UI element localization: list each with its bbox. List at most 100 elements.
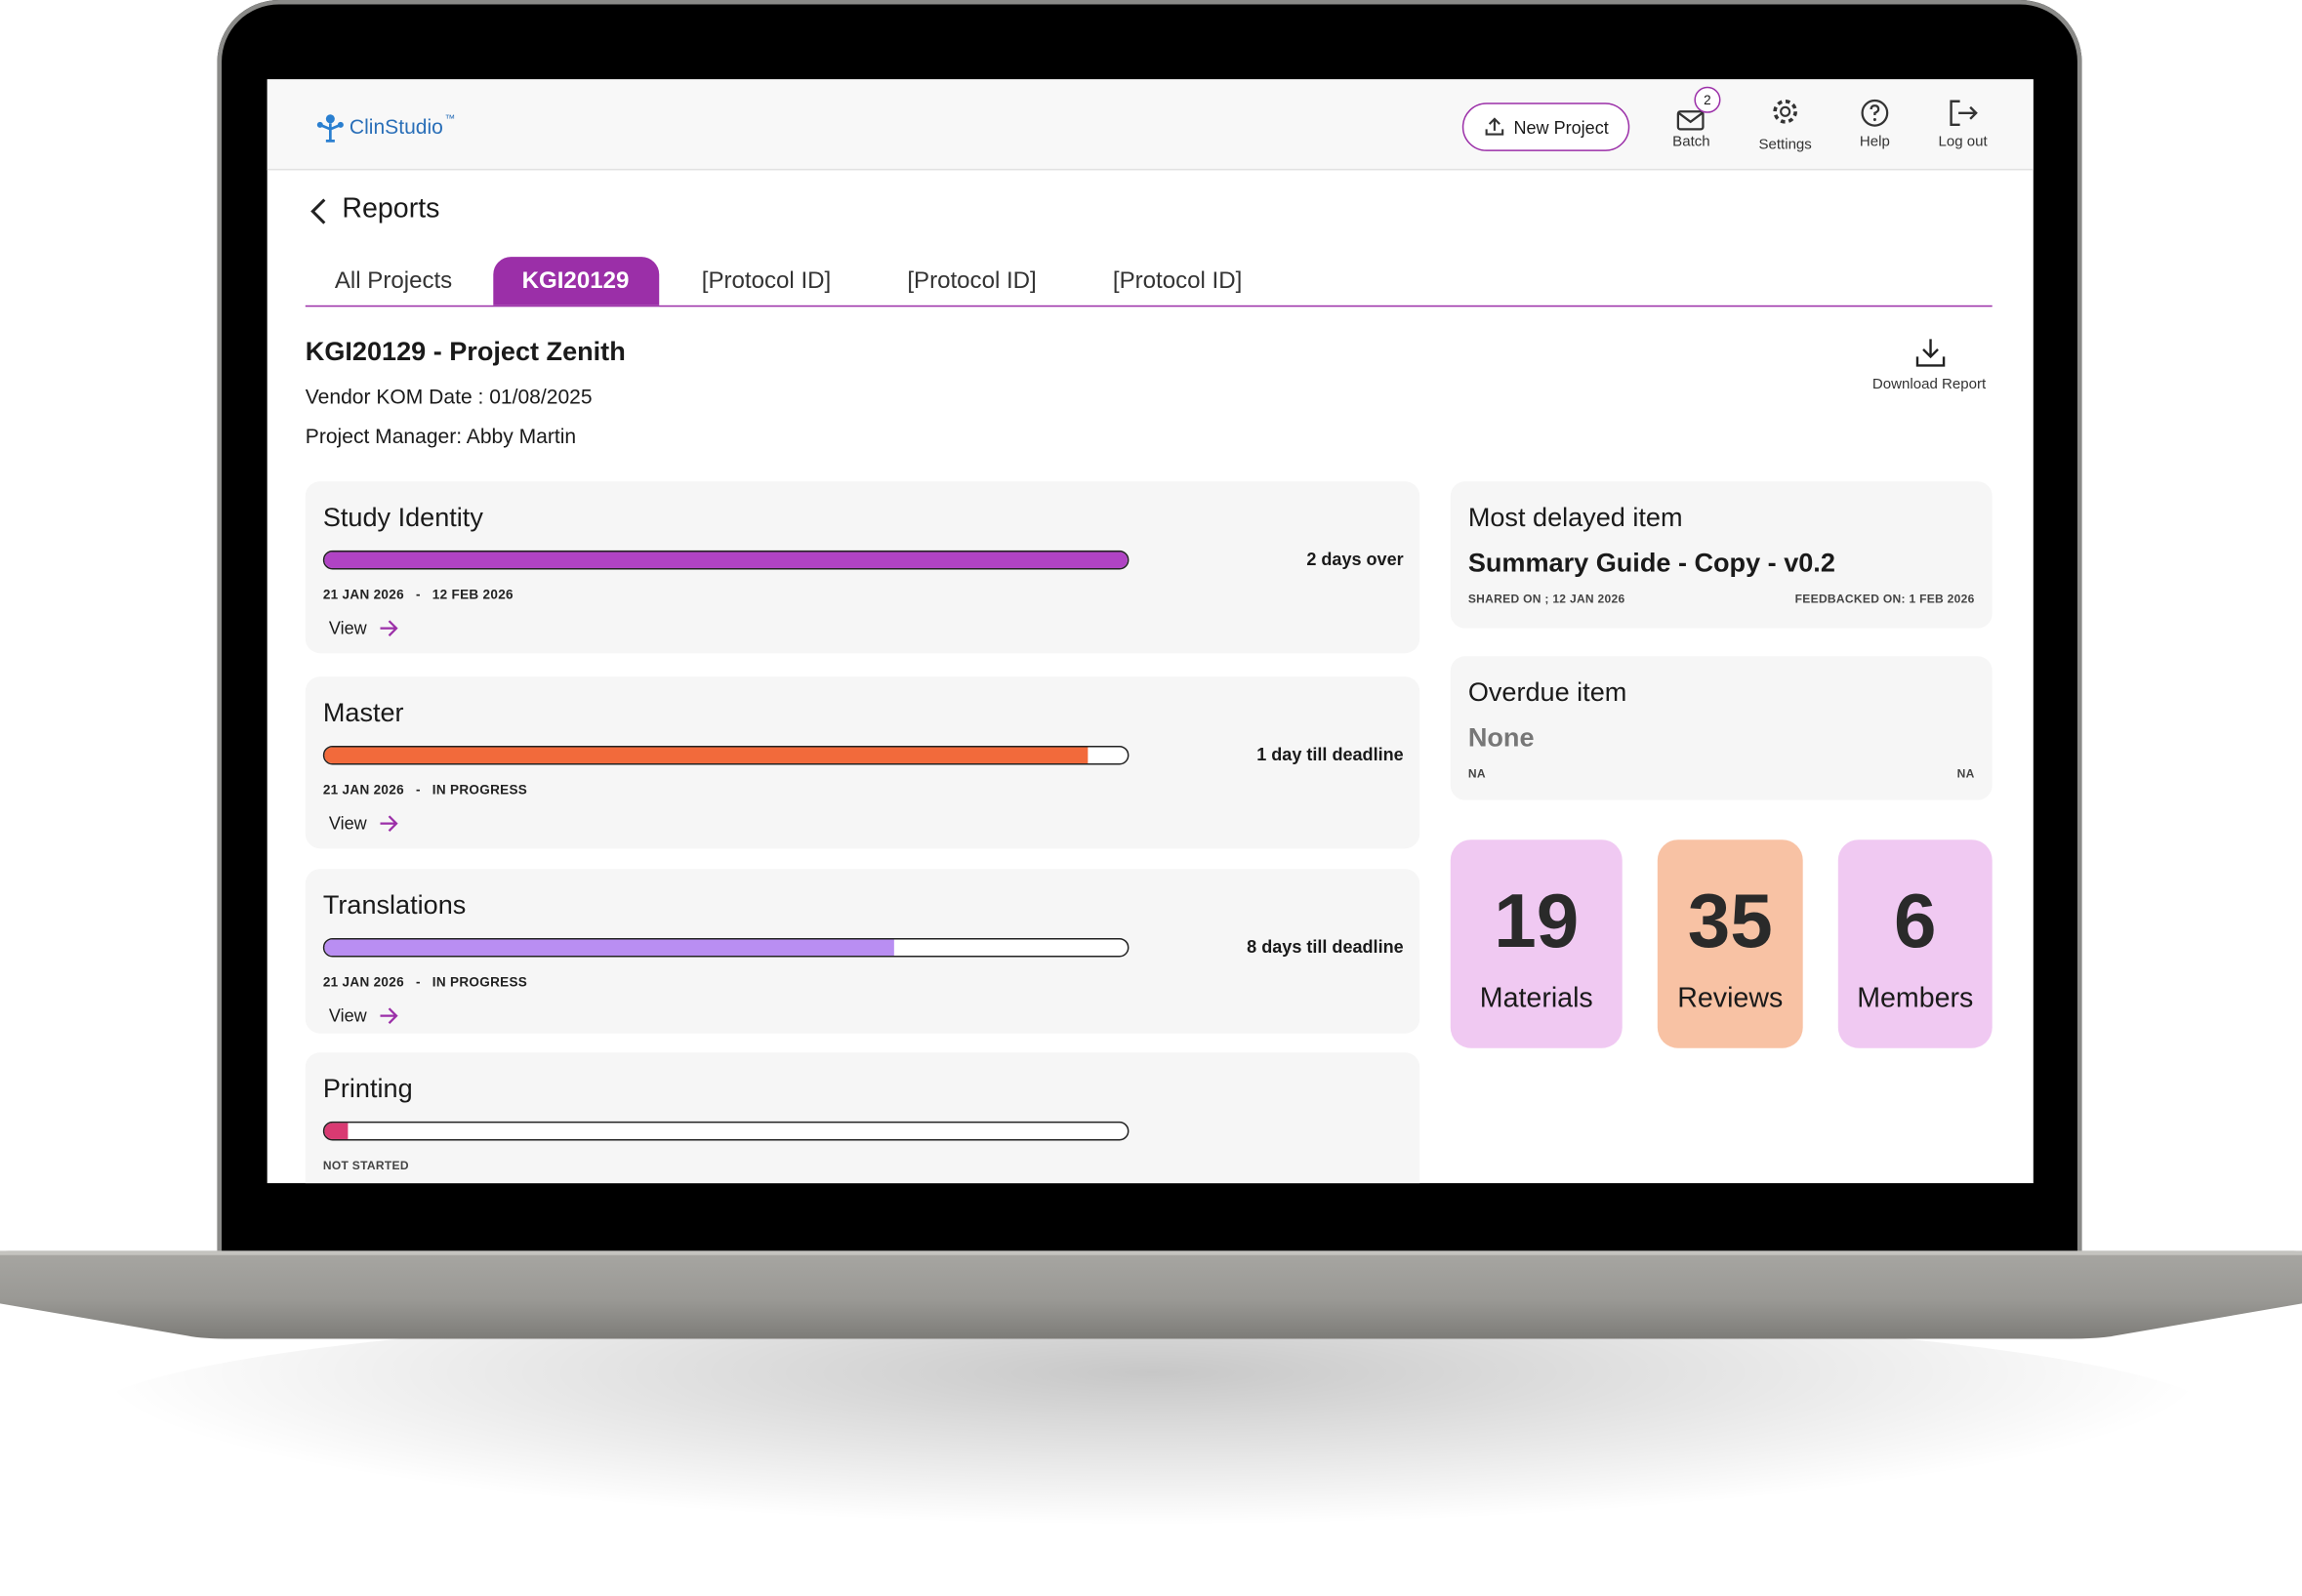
stage-name: Master <box>322 698 404 728</box>
kom-date: Vendor KOM Date : 01/08/2025 <box>305 385 593 409</box>
overdue-left: NA <box>1467 766 1486 781</box>
logo-icon <box>316 114 344 143</box>
date-separator: - <box>415 974 421 990</box>
end-date: 12 FEB 2026 <box>432 587 514 602</box>
view-link[interactable]: View <box>329 1005 399 1026</box>
project-manager: Project Manager: Abby Martin <box>305 424 577 448</box>
logo: ClinStudio <box>349 114 443 139</box>
nav-label: Settings <box>1758 137 1812 154</box>
stat-value: 35 <box>1687 879 1773 965</box>
stage-status: 8 days till deadline <box>1247 936 1404 958</box>
shared-on: SHARED ON ; 12 JAN 2026 <box>1467 592 1625 606</box>
new-project-button[interactable]: New Project <box>1461 102 1630 151</box>
date-row: 21 JAN 2026- IN PROGRESS <box>323 975 527 990</box>
stage-name: Printing <box>322 1074 413 1104</box>
nav-settings[interactable]: Settings <box>1756 94 1815 158</box>
nav-logout[interactable]: Log out <box>1934 94 1993 158</box>
start-date: 21 JAN 2026 <box>322 782 404 798</box>
tab[interactable]: [Protocol ID] <box>1089 257 1265 306</box>
start-date: 21 JAN 2026 <box>322 974 404 990</box>
overdue-right: NA <box>1956 766 1975 781</box>
progress-track <box>322 937 1130 958</box>
overdue-item: None <box>1467 722 1535 753</box>
stat-label: Reviews <box>1677 983 1784 1015</box>
download-icon[interactable] <box>1914 336 1947 368</box>
project-title: KGI20129 - Project Zenith <box>305 337 626 367</box>
stage-name: Translations <box>322 890 467 921</box>
badge-count: 2 <box>1704 92 1711 107</box>
stat-label: Members <box>1857 983 1974 1015</box>
mail-icon <box>1676 110 1705 131</box>
stage-card: Translations 8 days till deadline 21 JAN 2… <box>305 869 1420 1034</box>
stage-card: Printing NOT STARTED <box>305 1052 1420 1184</box>
badge: 2 <box>1694 86 1721 113</box>
end-date: NOT STARTED <box>322 1159 409 1172</box>
tab[interactable]: All Projects <box>320 257 467 306</box>
upload-icon <box>1485 117 1504 136</box>
progress-fill <box>324 552 1128 568</box>
download-label[interactable]: Download Report <box>1871 376 1987 393</box>
card-title: Overdue item <box>1467 677 1627 708</box>
progress-fill <box>324 747 1088 763</box>
progress-fill <box>324 939 895 956</box>
stat-value: 19 <box>1494 879 1580 965</box>
help-icon <box>1861 99 1889 127</box>
tab[interactable]: [Protocol ID] <box>678 257 854 306</box>
tab-label: [Protocol ID] <box>907 268 1037 294</box>
stat-card: 19 Materials <box>1450 839 1623 1048</box>
tab[interactable]: [Protocol ID] <box>884 257 1059 306</box>
stage-name: Study Identity <box>322 503 483 533</box>
new-project-label: New Project <box>1513 117 1609 139</box>
nav-batch[interactable]: 2 Batch <box>1662 86 1721 158</box>
stage-card: Master 1 day till deadline 21 JAN 2026- IN … <box>305 676 1420 849</box>
view-link[interactable]: View <box>329 618 399 638</box>
stat-card: 35 Reviews <box>1657 839 1803 1048</box>
tab-label: KGI20129 <box>521 268 630 294</box>
date-separator: - <box>415 587 421 602</box>
tab[interactable]: KGI20129 <box>492 257 659 306</box>
start-date: 21 JAN 2026 <box>322 587 404 602</box>
view-label: View <box>328 813 367 835</box>
end-date: IN PROGRESS <box>432 782 528 798</box>
feedback-on: FEEDBACKED ON: 1 FEB 2026 <box>1794 592 1975 606</box>
date-row: NOT STARTED <box>323 1159 409 1172</box>
tab-bar: All Projects KGI20129 [Protocol ID] [Protoc… <box>305 257 1993 307</box>
laptop-base <box>0 1250 2302 1339</box>
progress-track <box>322 1121 1130 1141</box>
nav-label: Batch <box>1672 134 1710 151</box>
tab-label: [Protocol ID] <box>1112 268 1243 294</box>
tab-label: [Protocol ID] <box>701 268 832 294</box>
gear-icon <box>1773 99 1797 124</box>
page-title: Reports <box>342 193 440 225</box>
progress-fill <box>324 1123 349 1139</box>
card-title: Most delayed item <box>1467 503 1683 533</box>
stage-status: 2 days over <box>1306 549 1404 570</box>
view-label: View <box>328 1005 367 1027</box>
arrow-icon <box>380 1007 398 1024</box>
progress-track <box>322 550 1130 570</box>
delayed-item: Summary Guide - Copy - v0.2 <box>1467 548 1835 578</box>
date-row: 21 JAN 2026- IN PROGRESS <box>323 783 527 798</box>
trademark: ™ <box>444 114 456 125</box>
date-separator: - <box>415 782 421 798</box>
stage-status: 1 day till deadline <box>1256 744 1404 765</box>
view-link[interactable]: View <box>329 813 399 834</box>
progress-track <box>322 745 1130 765</box>
top-bar: ClinStudio ™ New Project 2 Batch Setting… <box>267 79 2034 171</box>
stat-label: Materials <box>1479 983 1593 1015</box>
overdue-card: Overdue item None NA NA <box>1450 656 1993 800</box>
logout-icon <box>1950 100 1978 127</box>
screen: ClinStudio ™ New Project 2 Batch Setting… <box>267 79 2034 1184</box>
tab-label: All Projects <box>334 268 453 294</box>
nav-label: Help <box>1859 134 1890 151</box>
arrow-icon <box>380 620 398 636</box>
delayed-card: Most delayed item Summary Guide - Copy -… <box>1450 481 1993 629</box>
stat-value: 6 <box>1893 879 1937 965</box>
nav-help[interactable]: Help <box>1845 94 1904 158</box>
nav-label: Log out <box>1938 134 1988 151</box>
view-label: View <box>328 618 367 639</box>
stat-card: 6 Members <box>1837 839 1993 1048</box>
back-icon[interactable] <box>308 197 329 226</box>
